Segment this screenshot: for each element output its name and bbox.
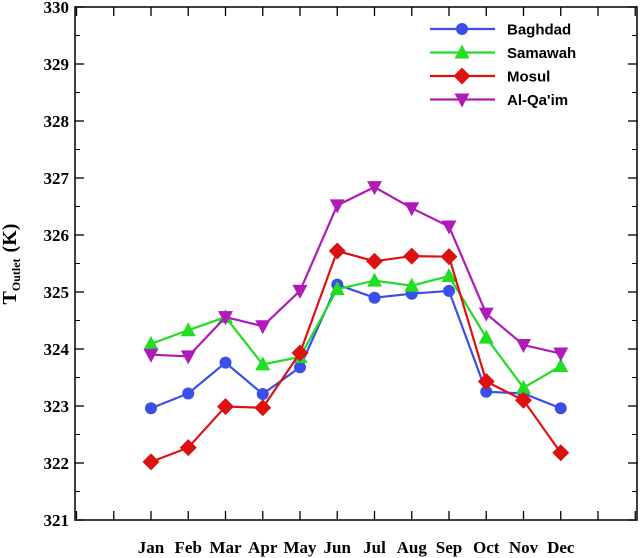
y-axis-title-unit: (K) (0, 224, 21, 253)
legend-item: Al-Qa'im (430, 92, 568, 109)
x-tick-label: Apr (248, 538, 278, 557)
series-line (150, 185, 561, 358)
x-tick-label: May (283, 538, 317, 557)
x-tick-label: Oct (473, 538, 500, 557)
series-line (150, 274, 562, 390)
data-point-marker (367, 272, 382, 287)
data-point-marker (179, 439, 197, 457)
y-tick-label: 326 (44, 226, 70, 245)
series-samawah (143, 268, 569, 394)
data-point-marker (255, 320, 271, 335)
legend-marker (456, 23, 468, 35)
y-axis-title-main: T (0, 290, 21, 304)
data-point-marker (329, 281, 345, 296)
data-point-marker (219, 356, 232, 369)
y-tick-label: 323 (44, 397, 70, 416)
legend-label: Al-Qa'im (507, 92, 568, 109)
y-tick-label: 329 (44, 55, 70, 74)
x-tick-label: Mar (209, 538, 242, 557)
data-point-marker (217, 398, 234, 416)
data-point-marker (515, 391, 532, 409)
data-point-marker (218, 311, 233, 326)
y-axis-title-subscript: Outlet (9, 258, 23, 291)
data-point-marker (255, 356, 271, 371)
data-point-marker (292, 284, 308, 299)
data-point-marker (441, 268, 457, 283)
data-point-marker (368, 291, 381, 304)
data-point-marker (254, 399, 272, 417)
legend-marker (453, 67, 471, 85)
x-tick-label: Nov (509, 538, 539, 557)
series-mosul (142, 242, 570, 471)
series-group (142, 181, 570, 471)
data-point-marker (256, 388, 269, 401)
legend: Baghdad Samawah Mosul Al-Qa'im (425, 17, 625, 115)
x-tick-label: Aug (397, 538, 428, 557)
data-point-marker (143, 335, 159, 350)
y-tick-label: 321 (44, 511, 70, 530)
y-tick-label: 330 (44, 0, 70, 17)
data-point-marker (553, 358, 569, 373)
legend-label: Mosul (507, 69, 550, 86)
legend-marker (454, 44, 470, 59)
x-tick-label: Feb (175, 538, 202, 557)
data-point-marker (294, 361, 306, 374)
legend-item: Samawah (430, 44, 576, 62)
legend-label: Baghdad (507, 22, 571, 39)
legend-marker (454, 93, 470, 108)
data-point-marker (367, 181, 382, 196)
legend-item: Baghdad (430, 22, 571, 39)
data-point-marker (143, 348, 159, 363)
data-point-marker (404, 202, 420, 217)
x-tick-label: Jan (138, 538, 165, 557)
y-tick-label: 322 (44, 454, 70, 473)
data-point-marker (480, 385, 493, 398)
data-point-marker (291, 344, 309, 362)
legend-item: Mosul (430, 67, 550, 86)
x-tick-label: Dec (547, 538, 575, 557)
data-point-marker (552, 444, 570, 462)
series-line (150, 249, 562, 463)
x-tick-label: Sep (436, 538, 462, 557)
series-line (150, 283, 562, 410)
data-point-marker (443, 284, 455, 297)
data-point-marker (477, 372, 495, 390)
data-point-marker (180, 350, 196, 365)
data-point-marker (553, 347, 569, 362)
y-tick-label: 328 (44, 112, 70, 131)
data-point-marker (404, 277, 420, 292)
data-point-marker (478, 307, 494, 322)
data-point-marker (329, 199, 345, 214)
x-tick-label: Jul (363, 538, 386, 557)
x-tick-label: Jun (324, 538, 352, 557)
data-point-marker (441, 220, 457, 235)
data-point-marker (440, 248, 458, 266)
data-point-marker (142, 453, 160, 471)
data-point-marker (366, 252, 383, 270)
data-point-marker (182, 387, 195, 400)
data-point-marker (145, 402, 157, 415)
legend-label: Samawah (507, 45, 576, 62)
y-tick-label: 325 (44, 283, 70, 302)
series-baghdad (145, 278, 567, 415)
series-al-qa-im (143, 181, 569, 365)
y-axis-title: TOutlet (K) (0, 224, 23, 305)
x-axis-ticks: Jan Feb Mar Apr May Jun Jul Aug Sep Oct Nov Dec (75, 7, 636, 557)
data-point-marker (478, 329, 494, 344)
y-tick-label: 327 (44, 169, 70, 188)
data-point-marker (403, 247, 421, 265)
data-point-marker (328, 242, 346, 260)
data-point-marker (516, 379, 531, 394)
y-tick-label: 324 (44, 340, 70, 359)
data-point-marker (516, 339, 531, 354)
data-point-marker (554, 402, 567, 415)
data-point-marker (180, 322, 196, 337)
y-axis-ticks: 321 322 323 324 325 326 327 328 329 330 (44, 0, 637, 530)
